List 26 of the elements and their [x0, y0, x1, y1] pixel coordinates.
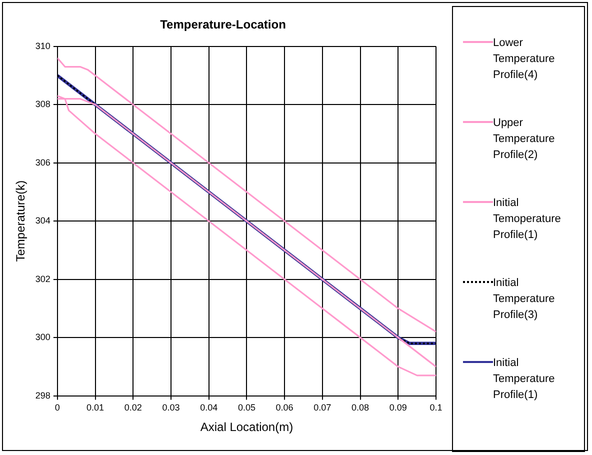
x-tick-label: 0.09: [389, 402, 407, 413]
legend-label: Initial Temperature Profile(3): [493, 276, 556, 323]
x-tick-label: 0.08: [352, 402, 370, 413]
x-tick-label: 0: [54, 402, 60, 413]
y-tick-label: 302: [35, 274, 50, 284]
legend-label: Initial Temoperature Profile(1): [493, 196, 562, 243]
y-tick-label: 310: [35, 40, 50, 51]
y-tick-label: 306: [35, 157, 50, 168]
legend-label: Initial Temperature Profile(1): [493, 356, 556, 403]
x-axis-title: Axial Location(m): [200, 420, 294, 434]
legend-label: Upper Temperature Profile(2): [493, 116, 556, 163]
y-axis-title: Temperature(k): [14, 180, 28, 262]
chart-title: Temperature-Location: [160, 18, 286, 32]
x-tick-label: 0.02: [124, 402, 142, 413]
y-tick-label: 298: [35, 390, 50, 400]
y-tick-label: 304: [35, 216, 50, 226]
x-tick-label: 0.01: [86, 402, 104, 413]
x-tick-label: 0.05: [238, 402, 256, 413]
x-tick-label: 0.06: [276, 402, 294, 413]
x-tick-label: 0.1: [430, 402, 442, 413]
y-tick-label: 300: [35, 332, 50, 342]
legend-label: Lower Temperature Profile(4): [493, 36, 556, 83]
x-tick-label: 0.03: [162, 402, 180, 413]
x-tick-label: 0.07: [314, 402, 332, 413]
y-tick-label: 308: [35, 99, 50, 110]
x-tick-label: 0.04: [200, 402, 218, 413]
